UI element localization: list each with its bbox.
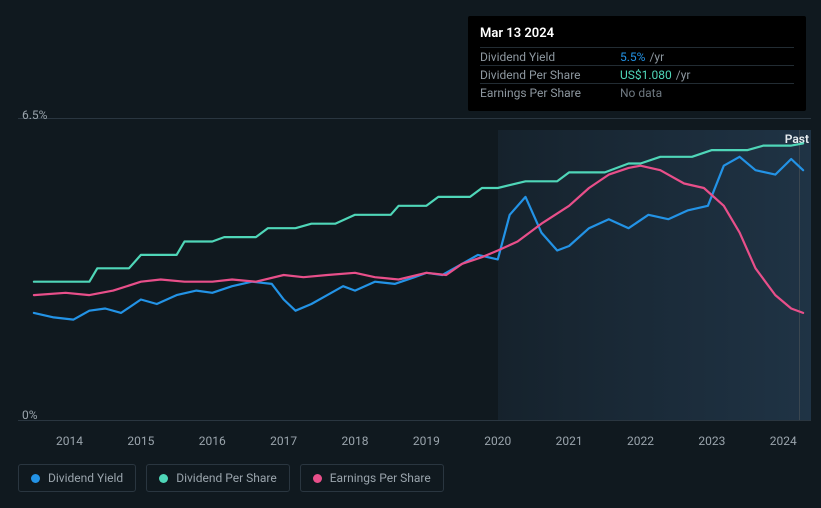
x-tick-label: 2015 bbox=[127, 434, 154, 448]
hover-tooltip: Mar 13 2024 Dividend Yield5.5%/yrDividen… bbox=[468, 16, 806, 111]
tooltip-row-value: 5.5% bbox=[620, 50, 645, 64]
tooltip-row-label: Dividend Per Share bbox=[480, 68, 620, 82]
x-tick-label: 2016 bbox=[199, 434, 226, 448]
legend-dot-icon bbox=[313, 474, 322, 483]
legend-item[interactable]: Earnings Per Share bbox=[300, 464, 444, 492]
x-tick-label: 2023 bbox=[698, 434, 725, 448]
legend-label: Dividend Per Share bbox=[176, 471, 277, 485]
x-tick-label: 2014 bbox=[56, 434, 83, 448]
tooltip-row-value: US$1.080 bbox=[620, 68, 672, 82]
tooltip-row-label: Earnings Per Share bbox=[480, 86, 620, 100]
series-dividend_yield bbox=[34, 157, 803, 320]
chart-canvas[interactable] bbox=[18, 110, 811, 430]
tooltip-row: Dividend Yield5.5% /yr bbox=[480, 47, 794, 65]
series-earnings_per_share bbox=[34, 166, 803, 313]
tooltip-date: Mar 13 2024 bbox=[480, 26, 794, 41]
legend-label: Earnings Per Share bbox=[330, 471, 431, 485]
tooltip-row-value: No data bbox=[620, 86, 662, 100]
tooltip-row-suffix: /yr bbox=[676, 68, 691, 82]
tooltip-row: Earnings Per ShareNo data bbox=[480, 83, 794, 101]
legend-item[interactable]: Dividend Per Share bbox=[146, 464, 290, 492]
x-tick-label: 2024 bbox=[770, 434, 797, 448]
x-tick-label: 2021 bbox=[556, 434, 583, 448]
legend-dot-icon bbox=[31, 474, 40, 483]
tooltip-row: Dividend Per ShareUS$1.080/yr bbox=[480, 65, 794, 83]
chart-root: 6.5% 0% Past 201420152016201720182019202… bbox=[0, 0, 821, 508]
tooltip-row-label: Dividend Yield bbox=[480, 50, 620, 64]
x-tick-label: 2019 bbox=[413, 434, 440, 448]
legend-dot-icon bbox=[159, 474, 168, 483]
legend-item[interactable]: Dividend Yield bbox=[18, 464, 136, 492]
x-tick-label: 2017 bbox=[270, 434, 297, 448]
series-dividend_per_share bbox=[34, 143, 803, 281]
x-tick-label: 2022 bbox=[627, 434, 654, 448]
x-tick-label: 2018 bbox=[342, 434, 369, 448]
x-tick-label: 2020 bbox=[484, 434, 511, 448]
legend: Dividend Yield Dividend Per Share Earnings… bbox=[18, 464, 444, 492]
tooltip-row-suffix: /yr bbox=[649, 50, 664, 64]
legend-label: Dividend Yield bbox=[48, 471, 123, 485]
